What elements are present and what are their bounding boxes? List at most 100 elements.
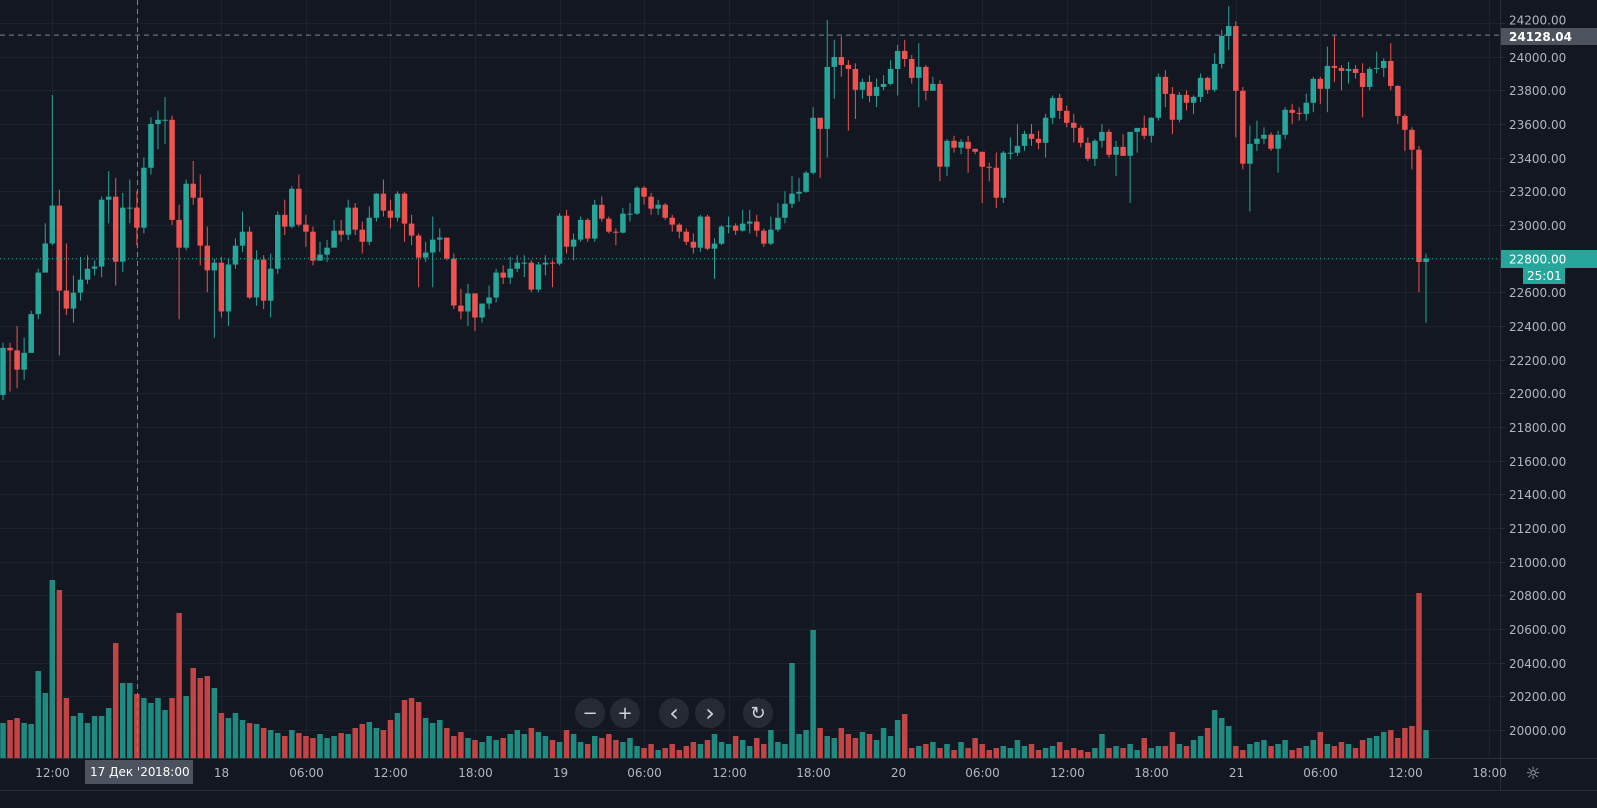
volume-bar: [1014, 740, 1021, 758]
volume-bar: [1317, 732, 1324, 758]
price-tick-label: 23400.00: [1509, 152, 1566, 166]
volume-bar: [845, 734, 852, 758]
candle: [465, 283, 471, 326]
candle-body: [1063, 110, 1070, 123]
scroll-left-button[interactable]: ‹: [659, 698, 689, 728]
candle: [458, 288, 464, 320]
volume-bar: [1007, 748, 1014, 758]
candle: [1155, 73, 1162, 121]
volume-bar: [620, 742, 626, 758]
candle-body: [1366, 68, 1373, 87]
candle-body: [1380, 61, 1387, 68]
candle-body: [253, 259, 260, 298]
candle-body: [979, 151, 985, 167]
volume-bar: [204, 676, 211, 758]
price-axis[interactable]: 24200.00 24000.00 23800.00 23600.00 23400.00…: [1500, 14, 1566, 739]
crosshair-time: 18:00: [155, 765, 190, 779]
crosshair-date: 17 Дек '20: [90, 765, 155, 779]
candle-body: [986, 166, 992, 168]
candle-body: [394, 193, 401, 218]
volume-bar: [134, 694, 140, 758]
candle-body: [1416, 149, 1422, 262]
candle: [1247, 125, 1253, 212]
candle-body: [282, 214, 288, 227]
volume-bar: [1042, 748, 1049, 758]
volume-bar: [599, 738, 605, 758]
candle-body: [725, 225, 732, 227]
candle-body: [782, 203, 788, 218]
candle: [725, 216, 732, 234]
candle-body: [775, 217, 781, 230]
price-tick-label: 23800.00: [1509, 84, 1566, 98]
volume-bar: [1056, 742, 1063, 758]
candle-body: [211, 262, 218, 271]
volume-bar: [169, 698, 175, 758]
volume-bar: [683, 746, 690, 758]
volume-bar: [1388, 730, 1394, 758]
volume-bar: [775, 742, 781, 758]
volume-bar: [401, 700, 408, 758]
candle: [225, 258, 232, 326]
volume-bar: [0, 723, 6, 758]
candle: [697, 214, 704, 252]
candle-body: [373, 193, 380, 218]
candle-body: [387, 210, 394, 218]
price-axis-bg[interactable]: [1500, 0, 1597, 758]
volume-bar: [965, 748, 971, 758]
candle-body: [514, 262, 520, 269]
candle: [1275, 130, 1281, 173]
candle-body: [627, 213, 633, 215]
candle: [84, 255, 91, 284]
candle-countdown: 25:01: [1527, 269, 1562, 283]
candle: [754, 214, 760, 237]
zoom-out-button[interactable]: −: [575, 698, 605, 728]
zoom-in-button[interactable]: +: [610, 698, 640, 728]
scroll-right-button[interactable]: ›: [695, 698, 725, 728]
price-tick-label: 21400.00: [1509, 488, 1566, 502]
candle-body: [732, 225, 739, 231]
candle: [267, 253, 274, 318]
candle-body: [916, 66, 922, 78]
candle: [845, 60, 852, 131]
candle: [669, 214, 675, 232]
candle: [887, 60, 894, 86]
candle: [338, 219, 344, 242]
chart-settings-button[interactable]: ☼: [1522, 763, 1544, 785]
candle: [232, 238, 239, 269]
candle-body: [239, 231, 246, 246]
volume-bar: [253, 724, 260, 758]
volume-bar: [1310, 740, 1317, 758]
candle: [1141, 115, 1147, 140]
candle: [528, 260, 535, 293]
candle: [965, 135, 971, 173]
candle-body: [648, 196, 654, 209]
candle: [1402, 113, 1408, 151]
volume-bar: [49, 580, 56, 758]
volume-bar: [1416, 593, 1422, 758]
reset-chart-button[interactable]: ↻: [743, 698, 773, 728]
volume-bar: [972, 738, 978, 758]
candle: [415, 233, 422, 288]
volume-bar: [91, 716, 98, 758]
candle: [486, 285, 492, 310]
candle-body: [1409, 129, 1415, 150]
candle: [542, 255, 549, 276]
candle: [14, 325, 20, 389]
volume-bar: [458, 732, 464, 758]
volume-bar: [852, 738, 859, 758]
time-axis[interactable]: 12:00 18 06:00 12:00 18:00 19 06:00 12:00 18:00 2…: [35, 766, 1507, 780]
candle: [958, 139, 964, 155]
candle-body: [1233, 26, 1239, 91]
candle: [1218, 29, 1225, 69]
volume-bar: [225, 718, 232, 758]
volume-bar: [415, 702, 422, 758]
volume-bar: [422, 718, 429, 758]
candle: [880, 75, 887, 91]
candle-body: [49, 205, 56, 244]
candle: [613, 228, 619, 246]
candle: [303, 214, 309, 247]
candle-body: [274, 214, 281, 269]
candle: [183, 179, 189, 251]
volume-bar: [591, 736, 598, 758]
